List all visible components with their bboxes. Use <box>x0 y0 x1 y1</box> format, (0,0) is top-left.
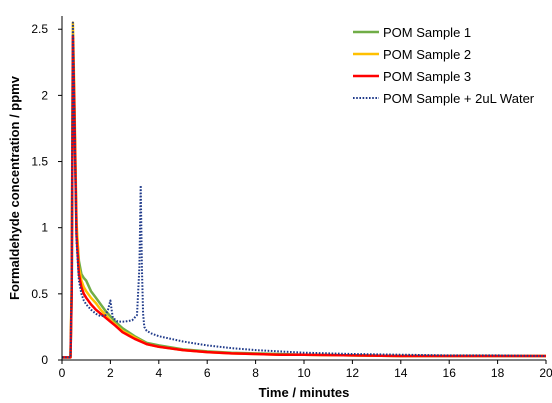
x-ticks: 0 2 4 6 8 10 12 14 16 18 20 <box>59 360 552 380</box>
axes: 0 2 4 6 8 10 12 14 16 18 20 0 0.5 1 1.5 2 2.5 <box>31 16 552 380</box>
y-tick-label: 0 <box>41 353 48 367</box>
x-tick-label: 12 <box>346 366 360 380</box>
series-line-2 <box>62 21 546 359</box>
legend-label-1: POM Sample 1 <box>383 25 471 40</box>
y-tick-label: 0.5 <box>31 287 48 301</box>
x-axis-title: Time / minutes <box>259 385 350 400</box>
x-tick-label: 2 <box>107 366 114 380</box>
x-tick-label: 8 <box>252 366 259 380</box>
legend: POM Sample 1 POM Sample 2 POM Sample 3 POM … <box>353 25 535 106</box>
y-ticks: 0 0.5 1 1.5 2 2.5 <box>31 22 62 367</box>
y-axis-title: Formaldehyde concentration / ppmv <box>7 75 22 300</box>
series-line-4 <box>62 21 547 359</box>
x-tick-label: 16 <box>443 366 457 380</box>
x-tick-label: 14 <box>394 366 408 380</box>
legend-label-2: POM Sample 2 <box>383 47 471 62</box>
x-tick-label: 6 <box>204 366 211 380</box>
y-tick-label: 1 <box>41 221 48 235</box>
x-tick-label: 0 <box>59 366 66 380</box>
legend-label-3: POM Sample 3 <box>383 69 471 84</box>
x-tick-label: 20 <box>539 366 552 380</box>
series-line-1 <box>62 41 546 359</box>
y-tick-label: 2.5 <box>31 22 48 36</box>
plot-lines <box>62 21 547 359</box>
y-tick-label: 1.5 <box>31 155 48 169</box>
x-tick-label: 18 <box>491 366 505 380</box>
y-tick-label: 2 <box>41 88 48 102</box>
x-tick-label: 10 <box>297 366 311 380</box>
legend-label-4: POM Sample + 2uL Water <box>383 91 535 106</box>
series-line-3 <box>62 34 546 359</box>
x-tick-label: 4 <box>155 366 162 380</box>
